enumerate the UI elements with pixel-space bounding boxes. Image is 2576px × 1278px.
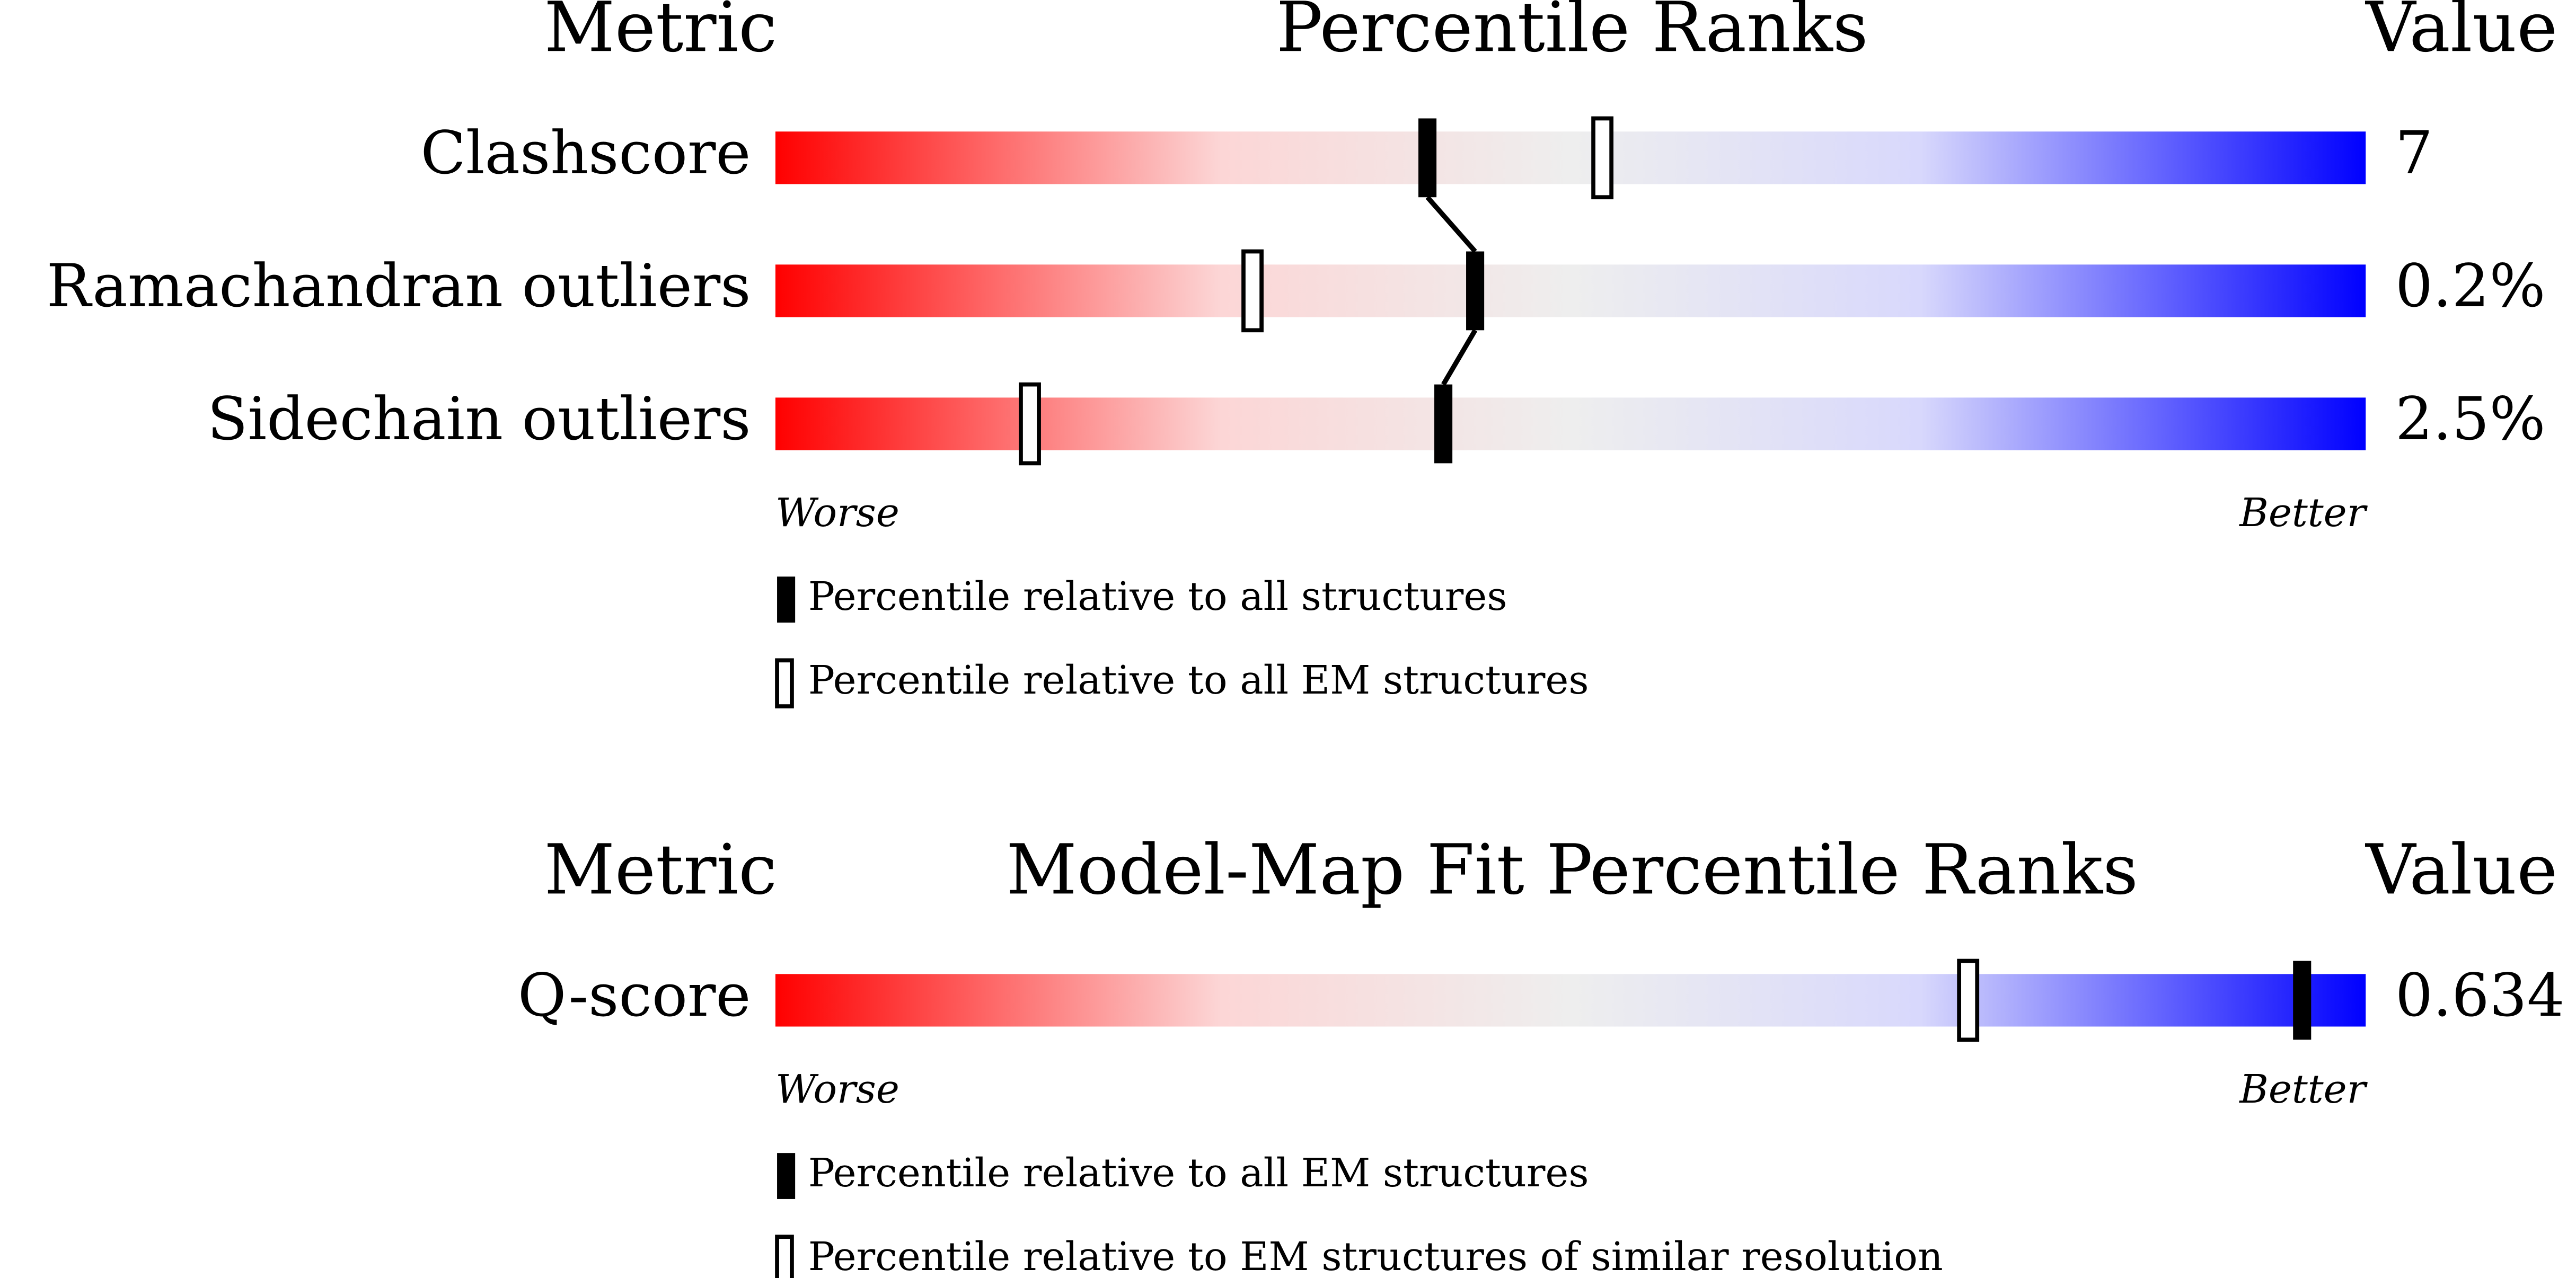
legend-swatch xyxy=(775,1235,794,1278)
metric-label: Clashscore xyxy=(420,119,751,188)
connector-line xyxy=(1425,196,1478,386)
marker-filled xyxy=(1418,118,1437,198)
marker-filled xyxy=(1466,251,1485,331)
metric-value: 7 xyxy=(2395,119,2433,188)
marker-open xyxy=(1241,249,1264,333)
percentile-bar xyxy=(775,131,2366,184)
chart-title: Model-Map Fit Percentile Ranks xyxy=(1006,829,2138,910)
marker-filled xyxy=(2293,961,2312,1040)
better-label: Better xyxy=(2238,1066,2368,1112)
header-metric: Metric xyxy=(544,829,777,910)
metric-value: 0.2% xyxy=(2395,252,2545,321)
legend-label: Percentile relative to all structures xyxy=(808,573,1507,619)
marker-open xyxy=(1019,382,1041,466)
metric-label: Ramachandran outliers xyxy=(47,252,751,321)
percentile-bar xyxy=(775,264,2366,317)
header-metric: Metric xyxy=(544,0,777,67)
percentile-bar xyxy=(775,397,2366,450)
marker-open xyxy=(1957,958,1980,1042)
header-value: Value xyxy=(2365,829,2557,910)
metric-value: 2.5% xyxy=(2395,385,2545,454)
better-label: Better xyxy=(2238,490,2368,536)
worse-label: Worse xyxy=(775,1066,899,1112)
percentile-bar xyxy=(775,974,2366,1027)
legend-swatch xyxy=(777,1153,796,1199)
legend-label: Percentile relative to EM structures of … xyxy=(808,1233,1943,1278)
metric-value: 0.634 xyxy=(2395,961,2564,1030)
legend-label: Percentile relative to all EM structures xyxy=(808,1150,1589,1196)
chart-title: Percentile Ranks xyxy=(1276,0,1868,67)
legend-label: Percentile relative to all EM structures xyxy=(808,657,1589,703)
metric-label: Sidechain outliers xyxy=(207,385,751,454)
marker-filled xyxy=(1434,384,1453,464)
legend-swatch xyxy=(775,658,794,708)
header-value: Value xyxy=(2365,0,2557,67)
worse-label: Worse xyxy=(775,490,899,536)
marker-open xyxy=(1591,116,1614,200)
legend-swatch xyxy=(777,576,796,623)
metric-label: Q-score xyxy=(518,961,751,1030)
